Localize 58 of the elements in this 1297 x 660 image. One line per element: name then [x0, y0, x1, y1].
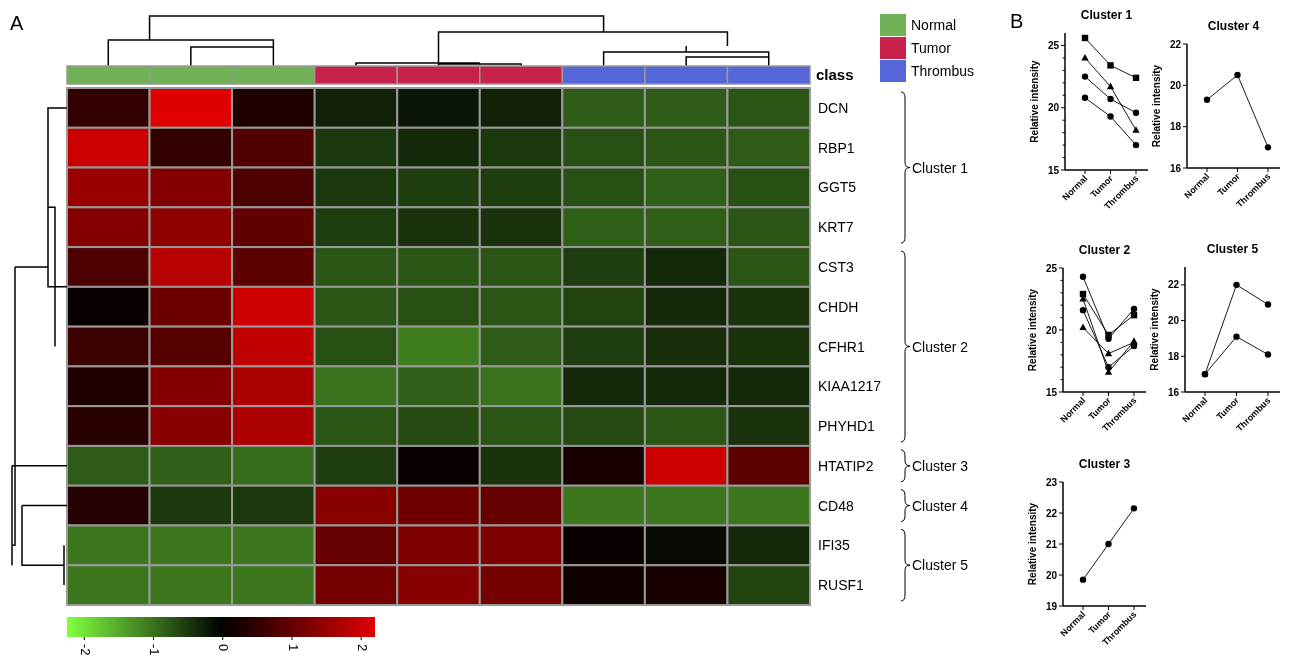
y2-tick-label: CHDH — [818, 298, 859, 315]
y2-tick-label: IFI35 — [818, 537, 851, 554]
y-tick-label: 20 — [1167, 315, 1180, 327]
y2-tick-label: DCN — [818, 99, 849, 116]
y-tick-label: 22 — [1045, 507, 1058, 519]
y-tick-label: 25 — [1047, 39, 1060, 51]
y2-tick-label: HTATIP2 — [818, 457, 874, 474]
y-tick-label: 22 — [1167, 279, 1180, 291]
y-tick-label: 16 — [1167, 386, 1180, 398]
color-bar-label: -2 — [77, 644, 93, 656]
y2-tick-label: RUSF1 — [818, 577, 865, 594]
y-axis-title: Relative intensity — [1149, 287, 1160, 371]
y2-tick-label: KRT7 — [818, 219, 854, 236]
y-tick-label: 15 — [1045, 386, 1058, 398]
text: Cluster 5 — [912, 557, 969, 574]
category-label: Thrombus — [911, 63, 975, 79]
y-axis-title: Relative intensity — [1027, 288, 1038, 372]
color-bar-label: 2 — [354, 644, 370, 652]
category-label: Tumor — [911, 40, 952, 56]
y-tick-label: 18 — [1169, 121, 1182, 133]
color-bar-label: 0 — [216, 644, 232, 652]
y-tick-label: 15 — [1047, 164, 1060, 176]
legend-title: class — [816, 66, 854, 83]
color-bar-label: -1 — [147, 644, 163, 656]
chart-title: Cluster 3 — [1078, 457, 1131, 471]
text: Cluster 3 — [912, 457, 969, 474]
y2-tick-label: PHYHD1 — [818, 418, 876, 435]
y-tick-label: 16 — [1169, 162, 1182, 174]
y2-tick-label: CFHR1 — [818, 338, 865, 355]
text: Cluster 4 — [912, 497, 969, 514]
text: A — [10, 12, 24, 34]
y-tick-label: 20 — [1169, 79, 1182, 91]
y-tick-label: 20 — [1045, 569, 1058, 581]
y2-tick-label: CD48 — [818, 497, 855, 514]
chart-title: Cluster 4 — [1207, 19, 1260, 33]
chart-title: Cluster 2 — [1078, 243, 1131, 257]
y-tick-label: 21 — [1045, 538, 1058, 550]
chart-title: Cluster 1 — [1080, 8, 1133, 22]
chart-title: Cluster 5 — [1206, 242, 1259, 256]
text: Cluster 1 — [912, 159, 969, 176]
y-axis-title: Relative intensity — [1027, 502, 1038, 586]
color-bar-label: 1 — [285, 644, 301, 652]
y2-tick-label: RBP1 — [818, 139, 855, 156]
y-tick-label: 19 — [1045, 600, 1058, 612]
y-axis-title: Relative intensity — [1151, 64, 1162, 148]
y2-tick-label: GGT5 — [818, 179, 857, 196]
y-tick-label: 23 — [1045, 476, 1058, 488]
y-tick-label: 22 — [1169, 38, 1182, 50]
y-axis-title: Relative intensity — [1029, 59, 1040, 143]
text: Cluster 2 — [912, 338, 969, 355]
y2-tick-label: CST3 — [818, 258, 854, 275]
y-tick-label: 20 — [1047, 102, 1060, 114]
y-tick-label: 20 — [1045, 324, 1058, 336]
text: B — [1010, 10, 1024, 32]
category-label: Normal — [911, 17, 957, 33]
y-tick-label: 25 — [1045, 262, 1058, 274]
y-tick-label: 18 — [1167, 350, 1180, 362]
y2-tick-label: KIAA1217 — [818, 378, 882, 395]
